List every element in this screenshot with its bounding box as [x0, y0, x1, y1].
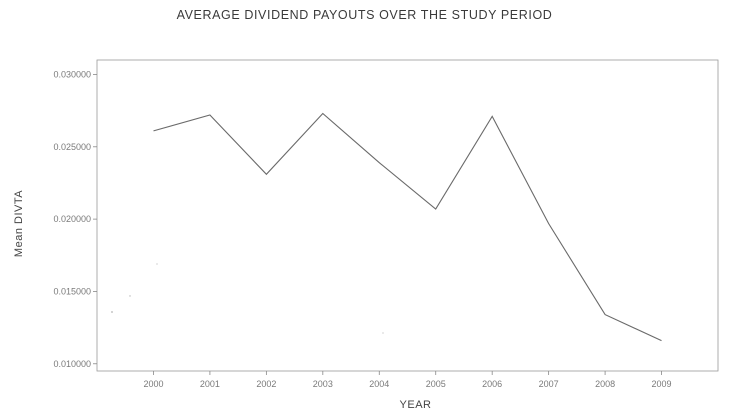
- y-tick-label: 0.025000: [53, 142, 91, 152]
- x-tick-label: 2008: [595, 379, 615, 389]
- x-tick-label: 2005: [426, 379, 446, 389]
- series-line-mean-divta: [153, 112, 662, 342]
- x-tick-label: 2000: [143, 379, 163, 389]
- y-tick-label: 0.010000: [53, 359, 91, 369]
- x-tick-label: 2007: [539, 379, 559, 389]
- y-tick-label: 0.015000: [53, 286, 91, 296]
- y-axis-label: Mean DIVTA: [13, 190, 25, 257]
- x-tick-label: 2002: [256, 379, 276, 389]
- scan-noise: [111, 263, 384, 334]
- plot-area: [96, 59, 719, 372]
- x-tick-label: 2004: [369, 379, 389, 389]
- y-axis: 0.030000 0.025000 0.020000 0.015000 0.010000: [53, 69, 97, 369]
- chart-title: AVERAGE DIVIDEND PAYOUTS OVER THE STUDY …: [176, 8, 553, 22]
- x-tick-label: 2009: [652, 379, 672, 389]
- x-tick-label: 2003: [313, 379, 333, 389]
- x-axis: 2000 2001 2002 2003 2004 2005 2006 2007 2008 2009: [143, 371, 672, 389]
- x-tick-label: 2001: [200, 379, 220, 389]
- plot-frame: [96, 59, 719, 372]
- x-tick-label: 2006: [482, 379, 502, 389]
- x-axis-label: YEAR: [400, 399, 432, 411]
- y-tick-label: 0.030000: [53, 69, 91, 79]
- y-tick-label: 0.020000: [53, 214, 91, 224]
